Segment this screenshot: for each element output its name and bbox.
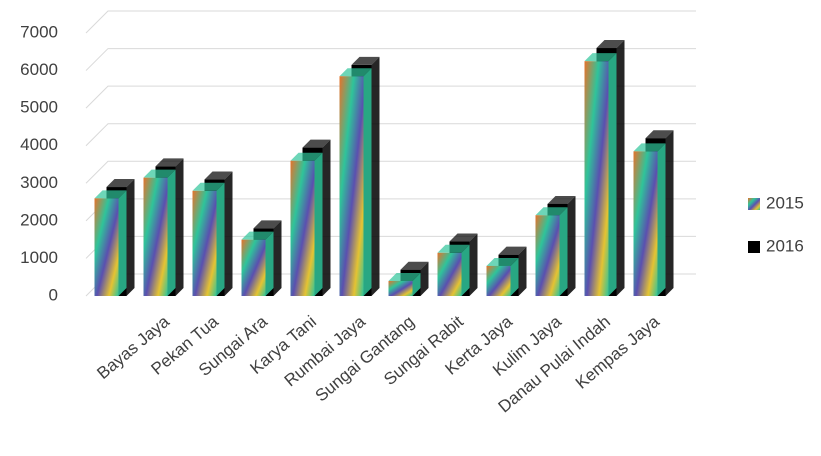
- bar: [535, 215, 560, 296]
- bar-top: [437, 244, 470, 253]
- y-tick-label: 4000: [20, 135, 58, 154]
- bar-top: [94, 190, 127, 199]
- bar-top: [486, 257, 519, 266]
- bar-side: [371, 56, 380, 296]
- grid-line: [85, 123, 696, 147]
- bar-side: [363, 68, 372, 296]
- bar: [388, 280, 413, 296]
- legend-label: 2016: [766, 236, 804, 255]
- bar-top: [645, 130, 674, 139]
- bar-side: [412, 272, 421, 296]
- bar-group: [486, 257, 519, 296]
- grid-line: [85, 48, 696, 71]
- bar-top: [547, 195, 576, 204]
- legend-swatch: [748, 198, 760, 210]
- y-tick-label: 3000: [20, 173, 58, 192]
- bar: [437, 252, 462, 296]
- bar: [339, 76, 364, 296]
- bar-top: [596, 40, 625, 49]
- bar-group: [339, 68, 372, 296]
- bar-side: [665, 130, 674, 296]
- bar: [633, 151, 658, 296]
- bar-group: [290, 152, 323, 296]
- y-tick-label: 0: [49, 285, 58, 304]
- grid-line: [85, 85, 696, 109]
- bar-side: [216, 182, 225, 296]
- bar-top: [633, 143, 666, 152]
- bar-group: [633, 143, 666, 296]
- bar-side: [518, 246, 527, 296]
- grid-line: [85, 10, 696, 34]
- bar-top: [241, 231, 274, 240]
- bar-top: [351, 56, 380, 65]
- bar-group: [94, 190, 127, 296]
- bar-group: [535, 207, 568, 296]
- bar-top: [302, 139, 331, 148]
- bar-side: [322, 139, 331, 296]
- bar-side: [657, 143, 666, 296]
- bar-top: [388, 272, 421, 281]
- bar-side: [126, 179, 135, 296]
- y-tick-label: 5000: [20, 98, 58, 117]
- bar-top: [204, 171, 233, 180]
- bar-top: [253, 220, 282, 229]
- bar-side: [224, 171, 233, 296]
- bar-top: [498, 246, 527, 255]
- bar-top: [155, 158, 184, 167]
- grid-line: [85, 160, 696, 184]
- y-tick-label: 2000: [20, 210, 58, 229]
- bar-group: [584, 53, 617, 296]
- bar-side: [608, 53, 617, 296]
- bar: [143, 177, 168, 296]
- bar-side: [616, 40, 625, 297]
- y-tick-label: 7000: [20, 22, 58, 41]
- x-tick-label: Kempas Jaya: [572, 312, 664, 393]
- bar-top: [584, 53, 617, 62]
- bar-group: [241, 231, 274, 296]
- bar-side: [175, 158, 184, 296]
- bar-side: [273, 220, 282, 296]
- bar-side: [167, 169, 176, 296]
- bar-side: [559, 207, 568, 296]
- bar-top: [449, 233, 478, 242]
- bar: [192, 190, 217, 296]
- bar-top: [400, 261, 429, 270]
- bar-side: [118, 190, 127, 296]
- bar-side: [420, 261, 429, 296]
- bar-side: [265, 231, 274, 296]
- bar: [486, 265, 511, 296]
- bar-top: [535, 207, 568, 216]
- bar-top: [192, 182, 225, 191]
- bar-group: [143, 169, 176, 296]
- bar-top: [143, 169, 176, 178]
- bar-top: [106, 179, 135, 188]
- bar-side: [469, 233, 478, 296]
- bar-side: [510, 257, 519, 296]
- bar-group: [192, 182, 225, 296]
- bar: [290, 160, 315, 296]
- bar: [241, 239, 266, 296]
- bar-group: [437, 244, 470, 296]
- y-tick-label: 6000: [20, 60, 58, 79]
- bar-top: [339, 68, 372, 77]
- bar: [584, 61, 609, 296]
- y-tick-label: 1000: [20, 248, 58, 267]
- legend-swatch: [748, 241, 760, 253]
- legend-label: 2015: [766, 193, 804, 212]
- bar-side: [314, 152, 323, 296]
- bar-side: [567, 195, 576, 296]
- bar-top: [290, 152, 323, 161]
- bar: [94, 198, 119, 296]
- bar-group: [388, 272, 421, 296]
- bar-side: [461, 244, 470, 296]
